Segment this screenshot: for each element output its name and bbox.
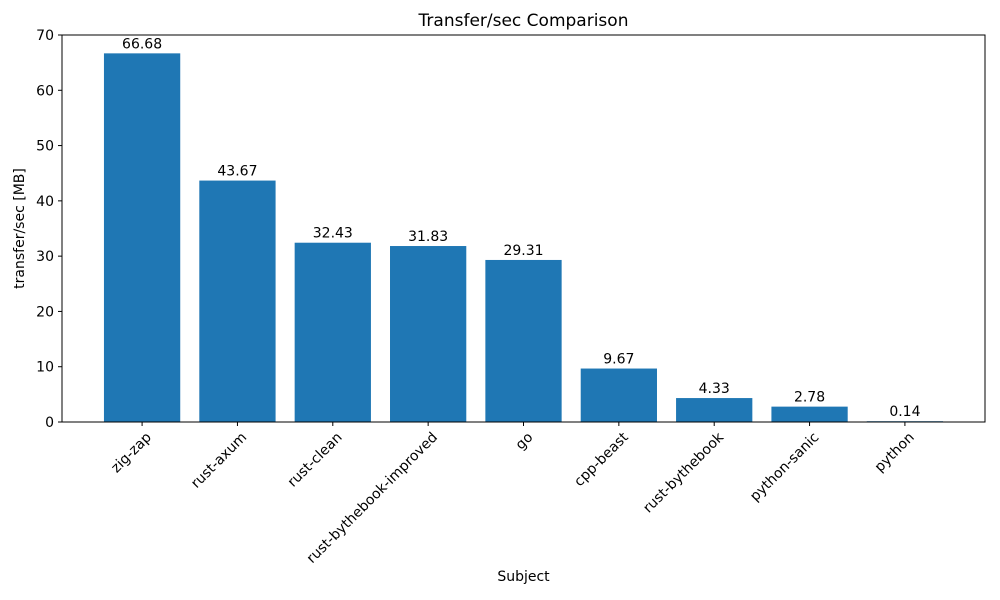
- y-tick-label: 20: [36, 304, 54, 320]
- y-tick-label: 10: [36, 360, 54, 376]
- y-tick-label: 40: [36, 194, 54, 210]
- bar-value-label: 43.67: [217, 164, 257, 180]
- bar-value-label: 29.31: [503, 243, 543, 259]
- y-tick-label: 60: [36, 83, 54, 99]
- bar-rust-axum: [199, 180, 276, 422]
- chart-title: Transfer/sec Comparison: [418, 11, 629, 31]
- bar-zig-zap: [103, 53, 181, 422]
- y-tick-label: 70: [36, 28, 54, 44]
- bar-value-label: 9.67: [603, 352, 634, 368]
- y-tick-label: 30: [36, 249, 54, 265]
- bar-value-label: 0.14: [889, 404, 920, 420]
- bar-value-label: 66.68: [122, 36, 162, 52]
- bar-value-label: 2.78: [794, 390, 825, 406]
- bar-value-label: 32.43: [313, 226, 353, 242]
- bar-value-label: 31.83: [408, 229, 448, 245]
- y-tick-label: 0: [45, 415, 54, 431]
- bar-go: [485, 259, 562, 422]
- bar-value-label: 4.33: [699, 381, 730, 397]
- y-axis-label: transfer/sec [MB]: [12, 168, 28, 289]
- bar-python-sanic: [771, 406, 848, 422]
- bar-rust-clean: [294, 242, 371, 422]
- y-tick-label: 50: [36, 139, 54, 155]
- bar-rust-bythebook: [676, 398, 753, 422]
- bar-rust-bythebook-improved: [390, 246, 467, 422]
- plot-border: [61, 34, 986, 423]
- bar-cpp-beast: [580, 368, 657, 422]
- x-axis-label: Subject: [497, 569, 550, 585]
